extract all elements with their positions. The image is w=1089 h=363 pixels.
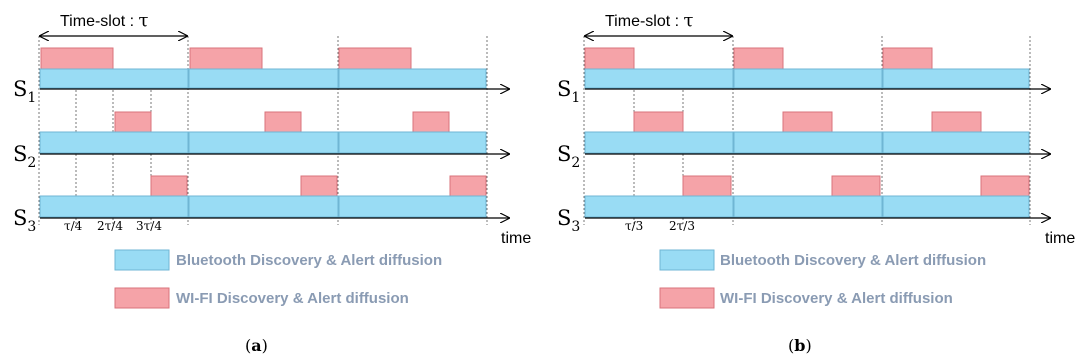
- bluetooth-bar: [882, 68, 1030, 89]
- tick-label: 2τ/3: [669, 219, 695, 233]
- legend-swatch-wifi: [114, 287, 170, 309]
- bluetooth-bar: [338, 68, 487, 89]
- panel-caption-b: (b): [788, 336, 812, 355]
- bluetooth-bar: [188, 68, 339, 89]
- panel-a: Time-slot : τ S1 S2: [13, 10, 531, 355]
- wifi-burst: [189, 47, 263, 70]
- legend-label-wifi: WI-FI Discovery & Alert diffusion: [176, 290, 409, 307]
- wifi-burst: [412, 111, 450, 133]
- wifi-burst: [338, 47, 412, 70]
- legend-label-bluetooth: Bluetooth Discovery & Alert diffusion: [176, 252, 442, 269]
- wifi-burst: [300, 175, 338, 197]
- tick-label: τ/3: [625, 219, 643, 233]
- bluetooth-bar: [584, 131, 734, 154]
- bluetooth-bar: [188, 195, 339, 218]
- time-slot-label: Time-slot : τ: [605, 10, 694, 31]
- tick-label: 2τ/4: [97, 219, 123, 233]
- wifi-burst: [782, 111, 833, 133]
- time-axis-label: time: [1045, 230, 1075, 247]
- signal-row-s2: S2: [13, 111, 509, 171]
- wifi-burst: [584, 47, 635, 70]
- legend-b: Bluetooth Discovery & Alert diffusion WI…: [659, 249, 986, 309]
- bluetooth-bar: [584, 68, 734, 89]
- wifi-burst: [633, 111, 684, 133]
- signal-label-s1: S1: [13, 77, 36, 106]
- bluetooth-bar: [733, 131, 883, 154]
- tick-label: 3τ/4: [136, 219, 162, 233]
- signal-label-s3: S3: [13, 206, 36, 235]
- signal-label-s1: S1: [557, 77, 580, 106]
- legend-label-wifi: WI-FI Discovery & Alert diffusion: [720, 290, 953, 307]
- time-slot-label: Time-slot : τ: [60, 10, 149, 31]
- bluetooth-bar: [584, 195, 734, 218]
- wifi-burst: [733, 47, 784, 70]
- signal-row-s1: S1: [13, 47, 509, 106]
- legend-swatch-bluetooth: [659, 249, 715, 271]
- bluetooth-bar: [39, 131, 189, 154]
- wifi-burst: [882, 47, 933, 70]
- signal-row-s3: S3: [13, 175, 509, 235]
- bluetooth-bar: [39, 195, 189, 218]
- wifi-burst: [150, 175, 188, 197]
- wifi-burst: [114, 111, 152, 133]
- bluetooth-bar: [188, 131, 339, 154]
- legend-label-bluetooth: Bluetooth Discovery & Alert diffusion: [720, 252, 986, 269]
- wifi-burst: [682, 175, 732, 197]
- bluetooth-bar: [882, 195, 1030, 218]
- panel-caption-a: (a): [245, 336, 268, 355]
- signal-row-s2: S2: [557, 111, 1050, 171]
- wifi-burst: [264, 111, 302, 133]
- tick-label: τ/4: [64, 219, 83, 233]
- bluetooth-bar: [882, 131, 1030, 154]
- wifi-burst: [40, 47, 114, 70]
- signal-label-s2: S2: [13, 142, 36, 171]
- legend-swatch-wifi: [659, 287, 715, 309]
- legend-a: Bluetooth Discovery & Alert diffusion WI…: [114, 249, 442, 309]
- time-axis-label: time: [501, 230, 531, 247]
- wifi-burst: [831, 175, 881, 197]
- signal-row-s1: S1: [557, 47, 1050, 106]
- wifi-burst: [980, 175, 1030, 197]
- bluetooth-bar: [733, 68, 883, 89]
- wifi-burst: [449, 175, 487, 197]
- bluetooth-bar: [338, 195, 487, 218]
- bluetooth-bar: [338, 131, 487, 154]
- signal-row-s3: S3: [557, 175, 1050, 235]
- bluetooth-bar: [733, 195, 883, 218]
- panel-b: Time-slot : τ S1 S2: [557, 10, 1075, 355]
- wifi-burst: [931, 111, 982, 133]
- bluetooth-bar: [39, 68, 189, 89]
- signal-label-s3: S3: [557, 206, 580, 235]
- legend-swatch-bluetooth: [114, 249, 170, 271]
- signal-label-s2: S2: [557, 142, 580, 171]
